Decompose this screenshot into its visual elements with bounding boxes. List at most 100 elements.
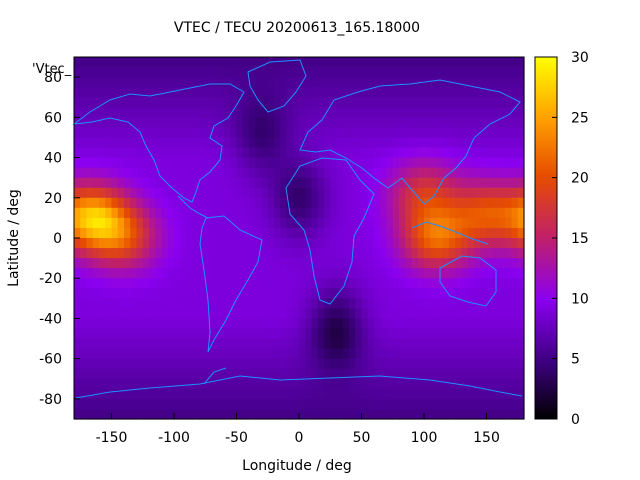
heatmap-cell xyxy=(130,248,138,259)
heatmap-cell xyxy=(199,187,206,199)
heatmap-cell xyxy=(405,137,413,149)
heatmap-cell xyxy=(480,308,488,320)
heatmap-cell xyxy=(180,258,188,269)
heatmap-cell xyxy=(217,268,225,279)
heatmap-cell xyxy=(205,358,213,370)
colorbar-tick-label: 0 xyxy=(571,412,580,428)
heatmap-cell xyxy=(455,338,463,350)
heatmap-cell xyxy=(492,248,500,259)
heatmap-cell xyxy=(199,57,206,68)
heatmap-cell xyxy=(142,217,150,229)
heatmap-cell xyxy=(411,338,419,350)
heatmap-cell xyxy=(242,258,250,269)
heatmap-cell xyxy=(80,288,88,299)
heatmap-cell xyxy=(442,388,450,400)
heatmap-cell xyxy=(499,398,506,410)
heatmap-cell xyxy=(449,348,456,360)
heatmap-cell xyxy=(167,137,175,149)
heatmap-cell xyxy=(217,157,225,169)
heatmap-cell xyxy=(242,298,250,309)
heatmap-cell xyxy=(217,258,225,269)
heatmap-cell xyxy=(136,87,144,98)
heatmap-cell xyxy=(211,318,219,330)
heatmap-cell xyxy=(99,77,106,88)
heatmap-cell xyxy=(311,227,319,239)
heatmap-cell xyxy=(436,368,444,380)
heatmap-cell xyxy=(492,177,500,189)
heatmap-cell xyxy=(511,107,519,118)
colorbar-tick-label: 25 xyxy=(571,110,589,126)
heatmap-cell xyxy=(267,167,275,179)
heatmap-cell xyxy=(386,197,394,209)
heatmap-cell xyxy=(86,278,94,289)
heatmap-cell xyxy=(80,348,88,360)
heatmap-cell xyxy=(199,238,206,249)
heatmap-cell xyxy=(86,77,94,88)
heatmap-cell xyxy=(161,298,169,309)
heatmap-cell xyxy=(261,67,269,78)
heatmap-cell xyxy=(336,368,344,380)
heatmap-cell xyxy=(174,177,181,189)
heatmap-cell xyxy=(261,167,269,179)
heatmap-cell xyxy=(392,358,400,370)
heatmap-cell xyxy=(292,338,300,350)
heatmap-cell xyxy=(130,268,138,279)
heatmap-cell xyxy=(449,157,456,169)
heatmap-cell xyxy=(217,67,225,78)
heatmap-cell xyxy=(424,278,431,289)
heatmap-cell xyxy=(117,167,125,179)
heatmap-cell xyxy=(280,338,288,350)
heatmap-cell xyxy=(255,408,263,420)
heatmap-cell xyxy=(92,348,100,360)
heatmap-cell xyxy=(99,157,106,169)
heatmap-cell xyxy=(330,227,338,239)
heatmap-cell xyxy=(411,308,419,320)
heatmap-cell xyxy=(467,238,475,249)
heatmap-cell xyxy=(311,328,319,340)
heatmap-cell xyxy=(324,137,331,149)
heatmap-cell xyxy=(174,378,181,390)
heatmap-cell xyxy=(192,388,200,400)
heatmap-cell xyxy=(430,207,438,219)
heatmap-cell xyxy=(155,227,163,239)
heatmap-cell xyxy=(311,338,319,350)
heatmap-cell xyxy=(330,187,338,199)
heatmap-cell xyxy=(211,107,219,118)
heatmap-cell xyxy=(505,167,513,179)
heatmap-cell xyxy=(211,217,219,229)
heatmap-cell xyxy=(424,97,431,108)
heatmap-cell xyxy=(517,248,525,259)
heatmap-cell xyxy=(224,248,231,259)
heatmap-cell xyxy=(442,308,450,320)
heatmap-cell xyxy=(149,167,156,179)
heatmap-cell xyxy=(186,187,194,199)
heatmap-cell xyxy=(174,368,181,380)
heatmap-cell xyxy=(330,308,338,320)
heatmap-cell xyxy=(286,217,294,229)
heatmap-cell xyxy=(349,147,356,159)
heatmap-cell xyxy=(217,227,225,239)
heatmap-cell xyxy=(386,117,394,128)
heatmap-cell xyxy=(124,298,131,309)
heatmap-cell xyxy=(380,167,388,179)
heatmap-cell xyxy=(342,258,350,269)
heatmap-cell xyxy=(161,77,169,88)
heatmap-cell xyxy=(399,167,406,179)
heatmap-cell xyxy=(255,57,263,68)
heatmap-cell xyxy=(92,308,100,320)
heatmap-cell xyxy=(324,167,331,179)
heatmap-cell xyxy=(280,268,288,279)
heatmap-cell xyxy=(324,328,331,340)
y-tick-label: -80 xyxy=(39,392,62,408)
heatmap-cell xyxy=(80,227,88,239)
heatmap-cell xyxy=(305,187,313,199)
heatmap-cell xyxy=(367,117,375,128)
heatmap-cell xyxy=(392,368,400,380)
heatmap-cell xyxy=(355,238,363,249)
heatmap-cell xyxy=(311,258,319,269)
heatmap-cell xyxy=(486,87,494,98)
heatmap-cell xyxy=(311,97,319,108)
heatmap-cell xyxy=(492,328,500,340)
heatmap-cell xyxy=(74,177,81,189)
heatmap-cell xyxy=(355,207,363,219)
